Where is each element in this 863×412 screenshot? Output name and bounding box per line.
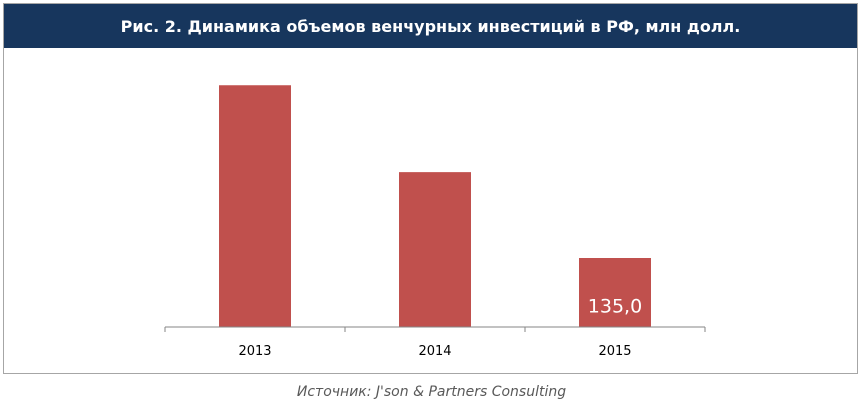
data-label: 135,0 (588, 296, 642, 318)
bar-2013 (219, 85, 291, 327)
x-tick-label: 2015 (598, 344, 631, 359)
bar-chart: 2013 2014 2015 135,0 (164, 85, 706, 359)
bar-2015 (579, 258, 651, 327)
source-note: Источник: J'son & Partners Consulting (296, 384, 567, 400)
chart-title: Рис. 2. Динамика объемов венчурных инвес… (4, 4, 857, 48)
x-tick-label: 2013 (238, 344, 271, 359)
x-tick-label: 2014 (418, 344, 451, 359)
bar-2014 (399, 172, 471, 327)
